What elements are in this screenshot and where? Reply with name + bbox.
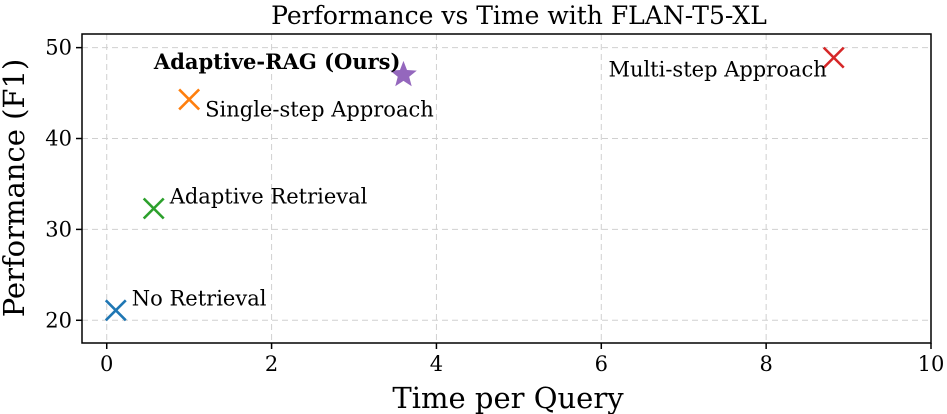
marker-single-step-approach bbox=[178, 88, 201, 111]
x-tick-label: 6 bbox=[595, 352, 608, 376]
y-axis-label: Performance (F1) bbox=[0, 59, 31, 318]
label-adaptive-retrieval: Adaptive Retrieval bbox=[169, 184, 368, 208]
marker-adaptive-rag-ours bbox=[390, 60, 417, 87]
x-tick-label: 10 bbox=[918, 352, 945, 376]
x-tick-label: 4 bbox=[430, 352, 443, 376]
y-tick-label: 50 bbox=[45, 36, 72, 60]
label-no-retrieval: No Retrieval bbox=[132, 286, 267, 310]
x-tick-label: 8 bbox=[759, 352, 772, 376]
y-tick-label: 20 bbox=[45, 308, 72, 332]
label-adaptive-rag-ours: Adaptive-RAG (Ours) bbox=[153, 49, 401, 74]
data-points: No Retrieval Adaptive Retrieval Single-ste… bbox=[104, 46, 845, 322]
plot-frame bbox=[81, 33, 932, 344]
y-tick-label: 40 bbox=[45, 127, 72, 151]
chart-title: Performance vs Time with FLAN-T5-XL bbox=[271, 1, 767, 30]
x-axis-label: Time per Query bbox=[392, 381, 624, 414]
label-single-step-approach: Single-step Approach bbox=[205, 97, 434, 121]
x-tick-label: 2 bbox=[265, 352, 278, 376]
label-multi-step-approach: Multi-step Approach bbox=[608, 58, 826, 82]
marker-adaptive-retrieval bbox=[142, 197, 165, 220]
y-tick-label: 30 bbox=[45, 217, 72, 241]
grid-lines bbox=[82, 34, 932, 343]
axis-ticks: 0 2 4 6 8 10 20 30 40 50 bbox=[45, 36, 944, 376]
x-tick-label: 0 bbox=[100, 352, 113, 376]
marker-no-retrieval bbox=[104, 299, 127, 322]
marker-multi-step-approach bbox=[822, 46, 845, 69]
